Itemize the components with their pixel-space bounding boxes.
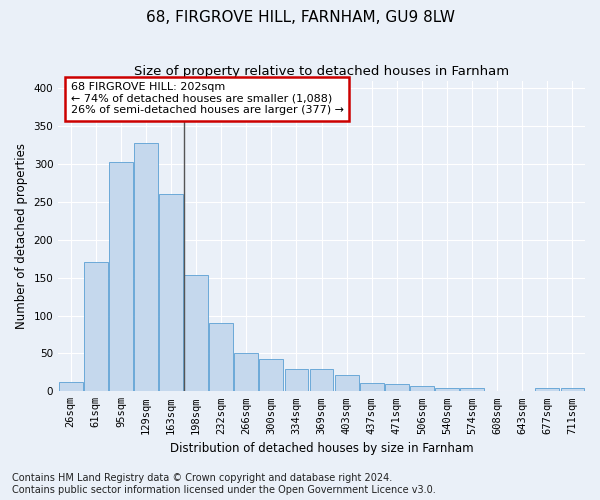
Title: Size of property relative to detached houses in Farnham: Size of property relative to detached ho… bbox=[134, 65, 509, 78]
Bar bbox=[460, 388, 484, 392]
X-axis label: Distribution of detached houses by size in Farnham: Distribution of detached houses by size … bbox=[170, 442, 473, 455]
Bar bbox=[59, 382, 83, 392]
Bar bbox=[310, 368, 334, 392]
Bar bbox=[209, 323, 233, 392]
Y-axis label: Number of detached properties: Number of detached properties bbox=[15, 143, 28, 329]
Bar bbox=[109, 162, 133, 392]
Bar bbox=[511, 390, 534, 392]
Bar bbox=[485, 390, 509, 392]
Bar bbox=[235, 354, 258, 392]
Bar bbox=[335, 374, 359, 392]
Bar bbox=[535, 388, 559, 392]
Bar bbox=[259, 360, 283, 392]
Bar bbox=[284, 368, 308, 392]
Bar bbox=[360, 383, 383, 392]
Bar bbox=[560, 388, 584, 392]
Bar bbox=[159, 194, 183, 392]
Bar bbox=[134, 142, 158, 392]
Text: 68 FIRGROVE HILL: 202sqm
← 74% of detached houses are smaller (1,088)
26% of sem: 68 FIRGROVE HILL: 202sqm ← 74% of detach… bbox=[71, 82, 344, 116]
Bar bbox=[385, 384, 409, 392]
Text: 68, FIRGROVE HILL, FARNHAM, GU9 8LW: 68, FIRGROVE HILL, FARNHAM, GU9 8LW bbox=[146, 10, 455, 25]
Bar bbox=[184, 276, 208, 392]
Bar bbox=[84, 262, 108, 392]
Bar bbox=[435, 388, 459, 392]
Bar bbox=[410, 386, 434, 392]
Text: Contains HM Land Registry data © Crown copyright and database right 2024.
Contai: Contains HM Land Registry data © Crown c… bbox=[12, 474, 436, 495]
